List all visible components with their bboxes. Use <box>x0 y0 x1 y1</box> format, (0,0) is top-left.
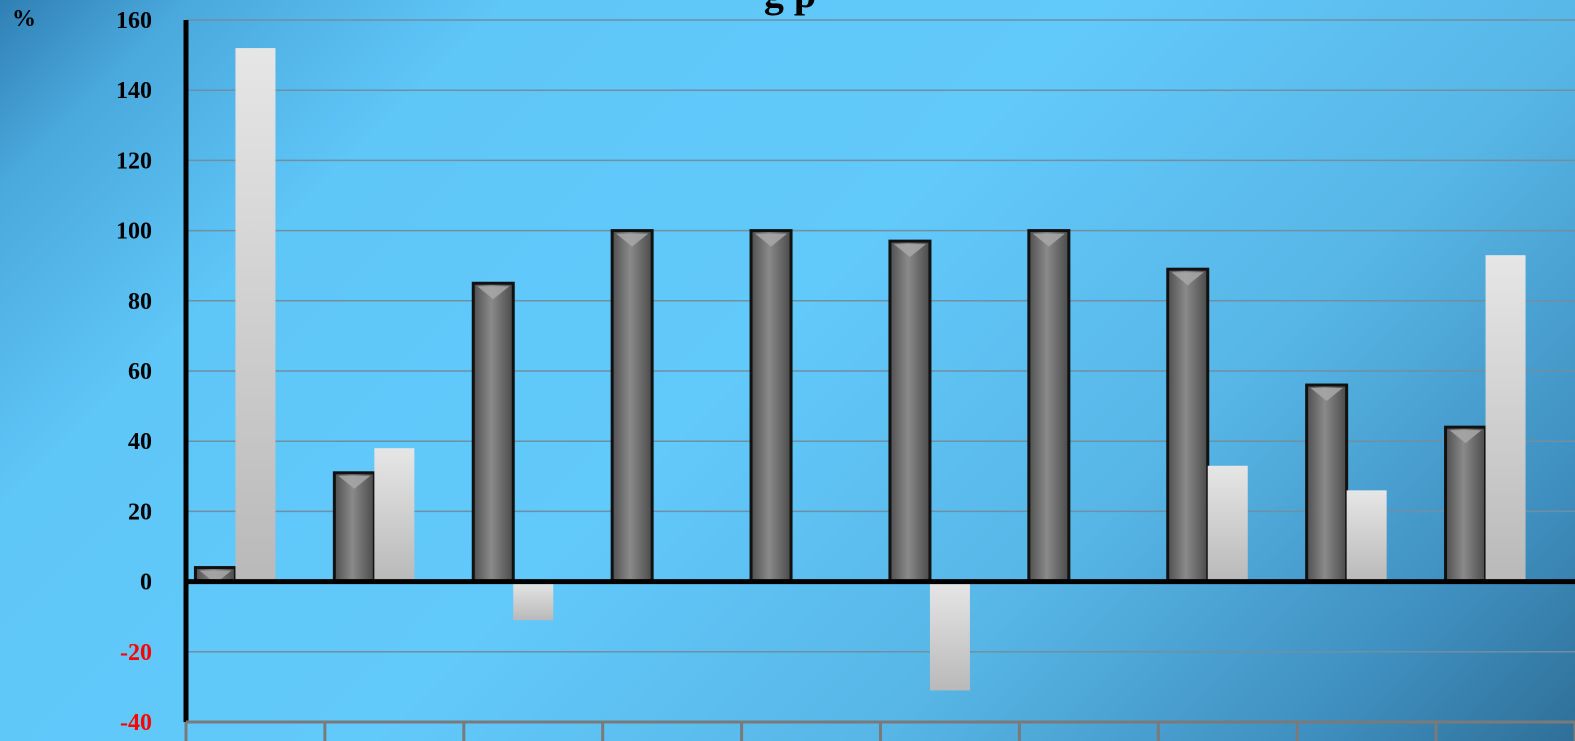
bar-series2 <box>1346 490 1387 582</box>
y-tick-label: 120 <box>116 148 152 174</box>
bars <box>193 48 1526 691</box>
bar-series2 <box>929 581 970 691</box>
bar-series1-bevel <box>338 475 371 489</box>
bar-series1-bevel <box>893 244 926 258</box>
axes <box>183 20 1575 741</box>
bar-series1-bevel <box>1310 388 1343 402</box>
bar-series1 <box>888 239 932 584</box>
bar-series1 <box>332 471 376 584</box>
y-tick-label: 160 <box>116 8 152 34</box>
bar-series1 <box>471 281 515 584</box>
bar-series1-bevel <box>477 286 510 300</box>
y-tick-label: 40 <box>128 429 152 455</box>
bar-series1 <box>1027 229 1071 584</box>
bar-series1 <box>1166 267 1210 584</box>
y-tick-label: 100 <box>116 219 152 245</box>
y-tick-label: 0 <box>140 570 152 596</box>
bar-series1-bevel <box>199 570 232 584</box>
y-unit-label: % <box>12 6 36 32</box>
bar-series1-bevel <box>1171 272 1204 286</box>
bar-series1-bevel <box>1032 233 1065 247</box>
bar-series1-bevel <box>755 233 788 247</box>
chart-title-partial: g p <box>560 0 1020 17</box>
bar-series1-bevel <box>1449 430 1482 444</box>
bar-series2 <box>1207 465 1248 582</box>
bar-series2 <box>1485 255 1526 582</box>
bar-series1-bevel <box>616 233 649 247</box>
y-tick-label: 60 <box>128 359 152 385</box>
y-tick-label: 80 <box>128 289 152 315</box>
y-tick-label: -40 <box>120 710 152 736</box>
bar-series1 <box>610 229 654 584</box>
bar-series1 <box>749 229 793 584</box>
y-tick-label: 140 <box>116 78 152 104</box>
bar-series2 <box>235 48 276 582</box>
bar-series2 <box>513 581 554 621</box>
y-tick-label: 20 <box>128 499 152 525</box>
bar-series1 <box>1444 425 1488 584</box>
y-tick-label: -20 <box>120 640 152 666</box>
bar-series2 <box>374 448 415 582</box>
bar-series1 <box>1305 383 1349 584</box>
y-axis-ticks: 160 140 120 100 80 60 40 20 0 -20 -40 <box>116 8 152 736</box>
